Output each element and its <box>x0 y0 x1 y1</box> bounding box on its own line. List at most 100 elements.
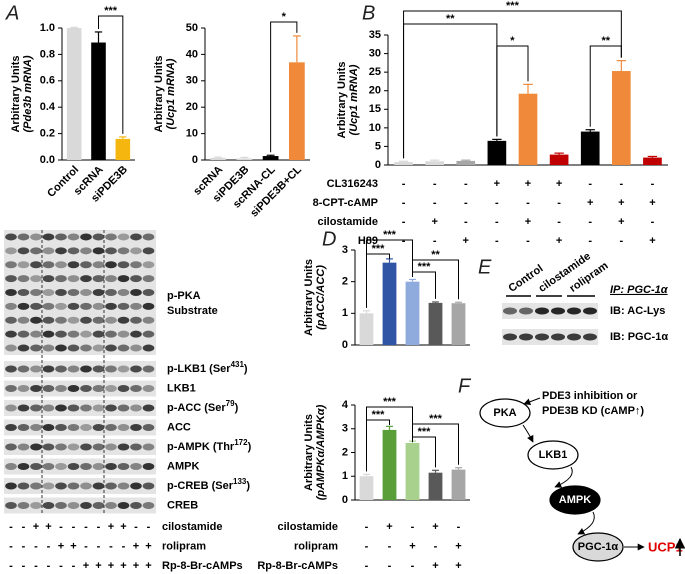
treatment-sign: - <box>22 540 26 552</box>
blot-band <box>42 463 55 470</box>
blot-band <box>105 344 117 352</box>
blot-band <box>92 344 105 352</box>
blot-band <box>17 443 30 451</box>
blot-band <box>17 502 30 509</box>
y-axis-label-sub: (pAMPKα/AMPKα) <box>315 404 327 500</box>
blot-band <box>105 275 117 283</box>
blot-band <box>142 275 155 283</box>
blot-strip <box>4 419 156 436</box>
treatment-sign: + <box>494 178 500 190</box>
treatment-sign: - <box>84 540 88 552</box>
blot-band <box>80 330 92 338</box>
blot-band <box>130 330 142 338</box>
blot-band <box>92 302 105 310</box>
treatment-sign: - <box>134 521 138 533</box>
significance-bracket <box>98 15 124 134</box>
treatment-sign: - <box>402 235 406 247</box>
blot-band <box>5 261 17 269</box>
treatment-sign: + <box>58 540 64 552</box>
blot-band <box>17 330 30 338</box>
blot-band <box>80 424 92 431</box>
blot-band <box>92 275 105 283</box>
treatment-sign: - <box>433 235 437 247</box>
blot-band <box>142 247 155 255</box>
blot-band <box>55 502 67 509</box>
treatment-sign: + <box>133 560 139 572</box>
blot-strip <box>4 478 156 494</box>
treatment-sign: - <box>122 540 126 552</box>
blot-band <box>130 365 142 373</box>
blot-band <box>17 302 30 310</box>
y-tick-label: 10 <box>369 122 381 134</box>
treatment-sign: + <box>409 540 415 552</box>
error-bar <box>70 26 78 28</box>
blot-band <box>535 307 549 315</box>
treatment-sign: + <box>431 216 437 228</box>
y-tick-label: 1 <box>342 470 348 482</box>
blot-label: IB: AC-Lys <box>610 305 665 317</box>
blot-band <box>142 463 155 470</box>
treatment-sign: - <box>59 560 63 572</box>
treatment-sign: - <box>402 197 406 209</box>
significance-bracket <box>412 423 459 465</box>
blot-band <box>30 302 42 310</box>
y-tick-label: 25 <box>369 66 381 78</box>
treatment-sign: + <box>432 521 438 533</box>
significance-label: *** <box>506 0 520 12</box>
blot-band <box>130 424 142 431</box>
blot-label-text: LKB1 <box>167 382 196 394</box>
blot-band <box>130 443 142 451</box>
node <box>479 398 531 428</box>
error-bar <box>432 301 439 303</box>
y-axis-label: Arbitrary Units <box>303 259 315 336</box>
error-bar <box>363 310 370 314</box>
node-label: PKA <box>493 407 516 419</box>
blot-band <box>105 463 117 470</box>
significance-bracket <box>589 45 622 127</box>
blot-band <box>117 302 130 310</box>
blot-band <box>80 344 92 352</box>
treatment-label: cilostamide <box>317 216 378 228</box>
blot-band <box>117 385 130 392</box>
blot-band <box>55 302 67 310</box>
panel-label: F <box>458 375 472 397</box>
blot-band <box>503 307 517 315</box>
treatment-sign: + <box>33 521 39 533</box>
treatment-sign: - <box>47 560 51 572</box>
treatment-label: H89 <box>358 235 378 247</box>
blot-band <box>55 463 67 470</box>
blot-band <box>55 404 67 412</box>
blot-band <box>117 275 130 283</box>
blot-label: AMPK <box>167 460 199 472</box>
treatment-sign: - <box>34 540 38 552</box>
blot-band <box>80 302 92 310</box>
blot-band <box>117 316 130 324</box>
significance-label: *** <box>383 229 397 241</box>
blot-band <box>67 344 80 352</box>
blot-band <box>105 365 117 373</box>
arrow <box>577 511 595 535</box>
bar <box>405 281 420 345</box>
significance-label: *** <box>383 396 397 408</box>
node <box>549 485 601 515</box>
treatment-sign: + <box>120 521 126 533</box>
y-axis-label: Arbitrary Units <box>303 414 315 491</box>
y-tick-label: 20 <box>369 85 381 97</box>
treatment-sign: - <box>411 521 415 533</box>
y-tick-label: 3 <box>342 423 348 435</box>
blot-label-text: ) <box>244 363 248 375</box>
blot-band <box>130 502 142 509</box>
blot-band <box>55 482 67 490</box>
treatment-sign: - <box>84 521 88 533</box>
blot-band <box>117 365 130 373</box>
blot-band <box>92 502 105 509</box>
blot-label-sup: 79 <box>226 399 235 408</box>
blot-strip <box>4 497 156 514</box>
error-bar <box>461 159 471 161</box>
treatment-sign: + <box>525 178 531 190</box>
blot-band <box>42 502 55 509</box>
treatment-sign: + <box>145 560 151 572</box>
error-bar <box>432 469 439 473</box>
blot-band <box>17 261 30 269</box>
treatment-sign: - <box>9 540 13 552</box>
